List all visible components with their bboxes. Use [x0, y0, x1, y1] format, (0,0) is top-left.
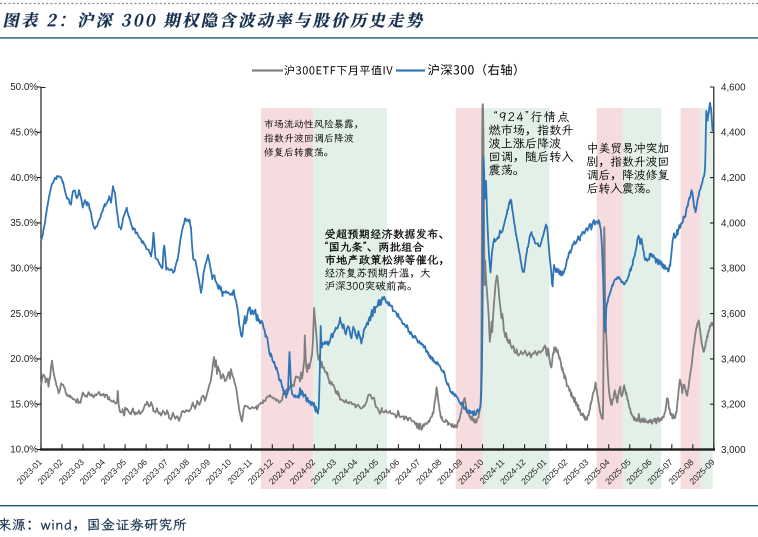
svg-text:35.0%: 35.0% [10, 218, 38, 229]
svg-text:20.0%: 20.0% [10, 354, 38, 365]
svg-text:15.0%: 15.0% [10, 399, 38, 410]
svg-text:4,600: 4,600 [721, 82, 746, 93]
svg-text:3,200: 3,200 [721, 400, 746, 411]
svg-text:4,200: 4,200 [721, 173, 746, 184]
svg-text:3,000: 3,000 [721, 445, 746, 456]
svg-text:10.0%: 10.0% [10, 445, 38, 456]
svg-text:45.0%: 45.0% [10, 128, 38, 139]
svg-text:4,400: 4,400 [721, 128, 746, 139]
svg-text:3,600: 3,600 [721, 309, 746, 320]
svg-text:30.0%: 30.0% [10, 263, 38, 274]
svg-text:3,800: 3,800 [721, 264, 746, 275]
svg-text:40.0%: 40.0% [10, 173, 38, 184]
svg-text:25.0%: 25.0% [10, 309, 38, 320]
svg-text:3,400: 3,400 [721, 354, 746, 365]
svg-text:50.0%: 50.0% [10, 82, 38, 93]
svg-text:4,000: 4,000 [721, 218, 746, 229]
